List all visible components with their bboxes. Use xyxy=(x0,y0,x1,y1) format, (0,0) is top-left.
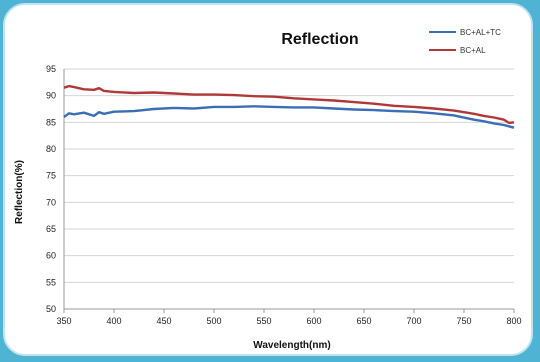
x-tick-label: 800 xyxy=(506,316,521,326)
x-axis-label: Wavelength(nm) xyxy=(253,340,330,351)
x-tick-label: 600 xyxy=(306,316,321,326)
y-axis-label: Reflection(%) xyxy=(14,160,25,224)
y-tick-label: 80 xyxy=(46,144,56,154)
reflection-chart: Reflection 50 55 60 65 70 75 80 85 90 95 350 400 450… xyxy=(14,28,522,351)
chart-frame: Reflection 50 55 60 65 70 75 80 85 90 95 350 400 450… xyxy=(3,3,533,356)
chart-title: Reflection xyxy=(281,31,358,48)
x-tick-label: 750 xyxy=(456,316,471,326)
x-tick-label: 550 xyxy=(256,316,271,326)
series-line-1 xyxy=(63,105,515,129)
y-tick-label: 90 xyxy=(46,91,56,101)
x-tick-label: 650 xyxy=(356,316,371,326)
legend-label-2: BC+AL xyxy=(460,46,486,55)
x-tick-label: 450 xyxy=(156,316,171,326)
y-tick-label: 85 xyxy=(46,117,56,127)
x-tick-label: 400 xyxy=(106,316,121,326)
x-tick-label: 500 xyxy=(206,316,221,326)
y-tick-label: 75 xyxy=(46,171,56,181)
series-line-2 xyxy=(63,84,515,125)
y-tick-label: 70 xyxy=(46,197,56,207)
y-tick-label: 65 xyxy=(46,224,56,234)
legend-label-1: BC+AL+TC xyxy=(460,28,501,37)
y-tick-label: 95 xyxy=(46,64,56,74)
x-tick-label: 700 xyxy=(406,316,421,326)
y-tick-label: 55 xyxy=(46,277,56,287)
x-tick-label: 350 xyxy=(56,316,71,326)
y-tick-label: 60 xyxy=(46,251,56,261)
y-tick-label: 50 xyxy=(46,304,56,314)
